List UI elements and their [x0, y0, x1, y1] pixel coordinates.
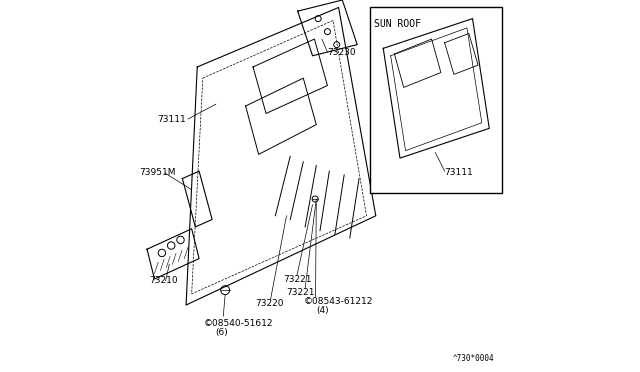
Bar	[370, 7, 502, 193]
Text: 73221: 73221	[287, 288, 315, 296]
Text: ©08543-61212: ©08543-61212	[303, 297, 372, 306]
Text: (4): (4)	[316, 306, 329, 315]
Text: 73220: 73220	[255, 299, 284, 308]
Text: (6): (6)	[215, 328, 228, 337]
Text: 73230: 73230	[328, 48, 356, 57]
Text: ^730*0004: ^730*0004	[453, 355, 495, 363]
Text: SUN ROOF: SUN ROOF	[374, 19, 421, 29]
Text: ©08540-51612: ©08540-51612	[204, 319, 273, 328]
Text: 73210: 73210	[149, 276, 177, 285]
Text: 73111: 73111	[445, 169, 474, 177]
Text: 73221: 73221	[283, 275, 311, 283]
Text: 73951M: 73951M	[140, 169, 176, 177]
Text: 73111: 73111	[157, 115, 186, 124]
